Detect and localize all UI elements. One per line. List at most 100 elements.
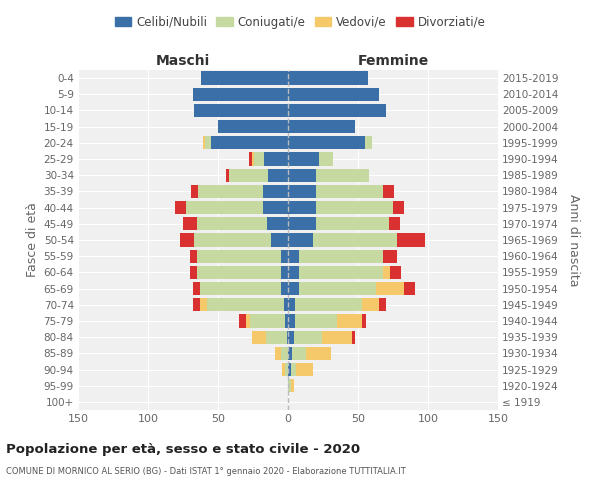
- Bar: [226, 168, 229, 182]
- Bar: [180, 234, 194, 246]
- Bar: [191, 185, 199, 198]
- Bar: [296, 363, 313, 376]
- Bar: [281, 346, 288, 360]
- Bar: [288, 330, 293, 344]
- Bar: [288, 298, 295, 312]
- Bar: [218, 120, 288, 134]
- Bar: [288, 72, 368, 85]
- Bar: [199, 185, 263, 198]
- Bar: [288, 379, 291, 392]
- Bar: [292, 346, 306, 360]
- Bar: [295, 314, 337, 328]
- Y-axis label: Anni di nascita: Anni di nascita: [567, 194, 580, 286]
- Bar: [352, 330, 355, 344]
- Bar: [291, 363, 296, 376]
- Bar: [271, 234, 288, 246]
- Bar: [383, 250, 397, 263]
- Bar: [267, 217, 288, 230]
- Bar: [193, 298, 200, 312]
- Bar: [281, 282, 288, 295]
- Bar: [322, 330, 352, 344]
- Bar: [190, 250, 197, 263]
- Bar: [362, 298, 379, 312]
- Bar: [288, 104, 386, 117]
- Bar: [197, 266, 281, 279]
- Bar: [203, 136, 205, 149]
- Y-axis label: Fasce di età: Fasce di età: [26, 202, 40, 278]
- Text: Popolazione per età, sesso e stato civile - 2020: Popolazione per età, sesso e stato civil…: [6, 442, 360, 456]
- Bar: [288, 234, 313, 246]
- Bar: [389, 217, 400, 230]
- Bar: [193, 282, 200, 295]
- Bar: [288, 217, 316, 230]
- Bar: [393, 201, 404, 214]
- Bar: [288, 185, 316, 198]
- Text: COMUNE DI MORNICO AL SERIO (BG) - Dati ISTAT 1° gennaio 2020 - Elaborazione TUTT: COMUNE DI MORNICO AL SERIO (BG) - Dati I…: [6, 468, 406, 476]
- Bar: [197, 217, 267, 230]
- Bar: [295, 298, 362, 312]
- Bar: [362, 314, 367, 328]
- Bar: [207, 298, 284, 312]
- Bar: [397, 234, 425, 246]
- Bar: [263, 185, 288, 198]
- Bar: [288, 282, 299, 295]
- Bar: [285, 363, 288, 376]
- Bar: [285, 314, 288, 328]
- Bar: [194, 234, 271, 246]
- Bar: [200, 282, 281, 295]
- Bar: [266, 330, 287, 344]
- Bar: [281, 266, 288, 279]
- Bar: [291, 379, 293, 392]
- Bar: [183, 217, 197, 230]
- Bar: [288, 250, 299, 263]
- Bar: [288, 88, 379, 101]
- Bar: [288, 266, 299, 279]
- Bar: [268, 168, 288, 182]
- Legend: Celibi/Nubili, Coniugati/e, Vedovi/e, Divorziati/e: Celibi/Nubili, Coniugati/e, Vedovi/e, Di…: [110, 11, 490, 34]
- Bar: [239, 314, 246, 328]
- Bar: [288, 201, 316, 214]
- Bar: [365, 136, 372, 149]
- Bar: [316, 217, 389, 230]
- Bar: [250, 314, 285, 328]
- Bar: [197, 250, 281, 263]
- Bar: [275, 346, 281, 360]
- Bar: [283, 363, 285, 376]
- Bar: [288, 136, 365, 149]
- Bar: [175, 201, 186, 214]
- Bar: [190, 266, 197, 279]
- Bar: [205, 136, 211, 149]
- Bar: [249, 152, 251, 166]
- Bar: [383, 266, 390, 279]
- Bar: [251, 152, 254, 166]
- Bar: [246, 314, 250, 328]
- Text: Femmine: Femmine: [358, 54, 428, 68]
- Bar: [379, 298, 386, 312]
- Bar: [229, 168, 268, 182]
- Bar: [200, 298, 207, 312]
- Bar: [390, 266, 401, 279]
- Bar: [299, 282, 376, 295]
- Bar: [288, 363, 291, 376]
- Bar: [281, 250, 288, 263]
- Bar: [383, 185, 394, 198]
- Bar: [319, 152, 333, 166]
- Bar: [299, 266, 383, 279]
- Bar: [306, 346, 331, 360]
- Bar: [288, 314, 295, 328]
- Bar: [201, 72, 288, 85]
- Bar: [288, 168, 316, 182]
- Bar: [313, 234, 397, 246]
- Bar: [404, 282, 415, 295]
- Bar: [284, 298, 288, 312]
- Bar: [293, 330, 322, 344]
- Bar: [299, 250, 383, 263]
- Bar: [287, 330, 288, 344]
- Bar: [194, 104, 288, 117]
- Bar: [254, 152, 264, 166]
- Bar: [288, 152, 319, 166]
- Bar: [316, 168, 369, 182]
- Bar: [337, 314, 362, 328]
- Bar: [316, 201, 393, 214]
- Bar: [376, 282, 404, 295]
